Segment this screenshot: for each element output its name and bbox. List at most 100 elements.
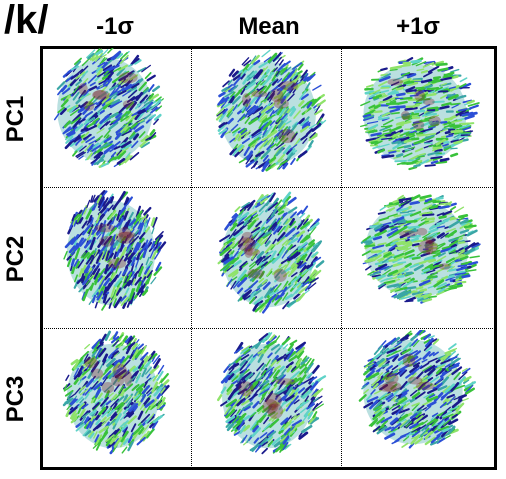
- vector-glyph: [313, 256, 322, 263]
- vector-glyph: [286, 365, 292, 373]
- vector-glyph: [117, 371, 126, 383]
- vector-glyph: [154, 230, 164, 241]
- vector-glyph: [99, 56, 106, 65]
- vector-glyph: [103, 277, 111, 287]
- vector-glyph: [96, 233, 102, 240]
- vector-glyph: [409, 364, 420, 374]
- vector-glyph: [453, 395, 462, 401]
- vector-glyph: [283, 382, 294, 393]
- vector-glyph: [378, 81, 388, 87]
- vector-glyph: [302, 355, 308, 362]
- vector-glyph: [262, 332, 271, 344]
- vector-glyph: [101, 96, 110, 105]
- vector-glyph: [243, 219, 249, 226]
- vector-glyph: [141, 134, 149, 143]
- vector-glyph: [66, 128, 77, 136]
- vector-glyph: [83, 78, 89, 84]
- vector-glyph: [127, 89, 138, 99]
- vector-glyph: [413, 264, 424, 272]
- vector-glyph: [231, 95, 241, 105]
- vector-glyph: [83, 239, 92, 249]
- vector-glyph: [432, 76, 442, 80]
- vector-glyph: [425, 110, 436, 115]
- vector-glyph: [224, 265, 230, 272]
- vector-glyph: [79, 402, 85, 408]
- vector-glyph: [228, 360, 237, 367]
- vector-glyph: [120, 52, 128, 60]
- vector-glyph: [418, 430, 427, 439]
- vector-glyph: [156, 241, 162, 249]
- vector-glyph: [428, 123, 439, 128]
- vector-glyph: [277, 216, 284, 225]
- vector-glyph: [95, 49, 104, 56]
- vector-glyph: [401, 71, 411, 77]
- vector-glyph: [264, 384, 272, 390]
- vector-glyph: [268, 334, 276, 342]
- vector-glyph: [262, 127, 268, 136]
- vector-glyph: [463, 219, 473, 225]
- vector-glyph: [149, 421, 156, 429]
- vector-glyph: [442, 427, 450, 433]
- vector-glyph: [368, 417, 379, 427]
- vector-glyph: [248, 137, 260, 147]
- vector-glyph: [367, 372, 380, 381]
- vector-glyph: [377, 148, 386, 154]
- vector-glyph: [276, 373, 285, 381]
- vector-glyph: [84, 142, 93, 152]
- vector-glyph: [405, 86, 416, 92]
- vector-glyph: [416, 404, 425, 412]
- vector-glyph: [297, 374, 307, 386]
- vector-glyph: [396, 207, 409, 213]
- vector-glyph: [111, 435, 119, 444]
- vector-glyph: [228, 228, 237, 239]
- vector-glyph: [385, 347, 395, 352]
- vector-glyph: [421, 425, 428, 432]
- vector-glyph: [394, 159, 407, 163]
- vector-glyph: [425, 392, 435, 400]
- vector-glyph: [448, 287, 458, 291]
- vector-glyph: [135, 281, 142, 292]
- vector-glyph: [276, 115, 283, 123]
- vector-glyph: [450, 129, 464, 134]
- vector-glyph: [461, 138, 469, 142]
- shading-spot: [415, 381, 435, 391]
- vector-glyph: [234, 206, 241, 213]
- vector-glyph: [467, 102, 480, 107]
- vector-glyph: [409, 413, 418, 420]
- vector-glyph: [299, 281, 310, 288]
- vector-glyph: [427, 295, 437, 299]
- vector-glyph: [268, 54, 278, 64]
- vector-glyph: [136, 285, 144, 296]
- vector-glyph: [92, 117, 100, 124]
- vector-glyph: [277, 225, 286, 236]
- vector-glyph: [442, 210, 453, 216]
- vector-glyph: [285, 239, 292, 246]
- shading-spot: [92, 89, 110, 101]
- vector-glyph: [372, 235, 383, 241]
- vector-glyph: [456, 376, 466, 387]
- vector-glyph: [264, 391, 273, 403]
- vector-glyph: [70, 358, 79, 366]
- vector-glyph: [119, 388, 126, 396]
- vector-glyph: [126, 271, 133, 282]
- vector-glyph: [396, 397, 408, 406]
- vector-glyph: [277, 89, 286, 100]
- vector-glyph: [299, 406, 308, 414]
- vector-glyph: [232, 280, 240, 289]
- vector-glyph: [399, 131, 410, 137]
- vector-glyph: [275, 105, 282, 115]
- vector-glyph: [103, 235, 113, 246]
- vector-glyph: [437, 425, 450, 432]
- vector-glyph: [259, 139, 269, 150]
- vector-glyph: [301, 424, 313, 434]
- vector-glyph: [253, 437, 260, 444]
- vector-glyph: [381, 154, 395, 159]
- vector-glyph: [136, 252, 141, 261]
- vector-glyph: [407, 81, 419, 87]
- vector-glyph: [226, 278, 233, 288]
- vector-glyph: [231, 271, 239, 278]
- vector-glyph: [288, 355, 298, 362]
- vector-glyph: [252, 242, 260, 249]
- vector-glyph: [97, 196, 105, 209]
- vector-glyph: [264, 91, 270, 100]
